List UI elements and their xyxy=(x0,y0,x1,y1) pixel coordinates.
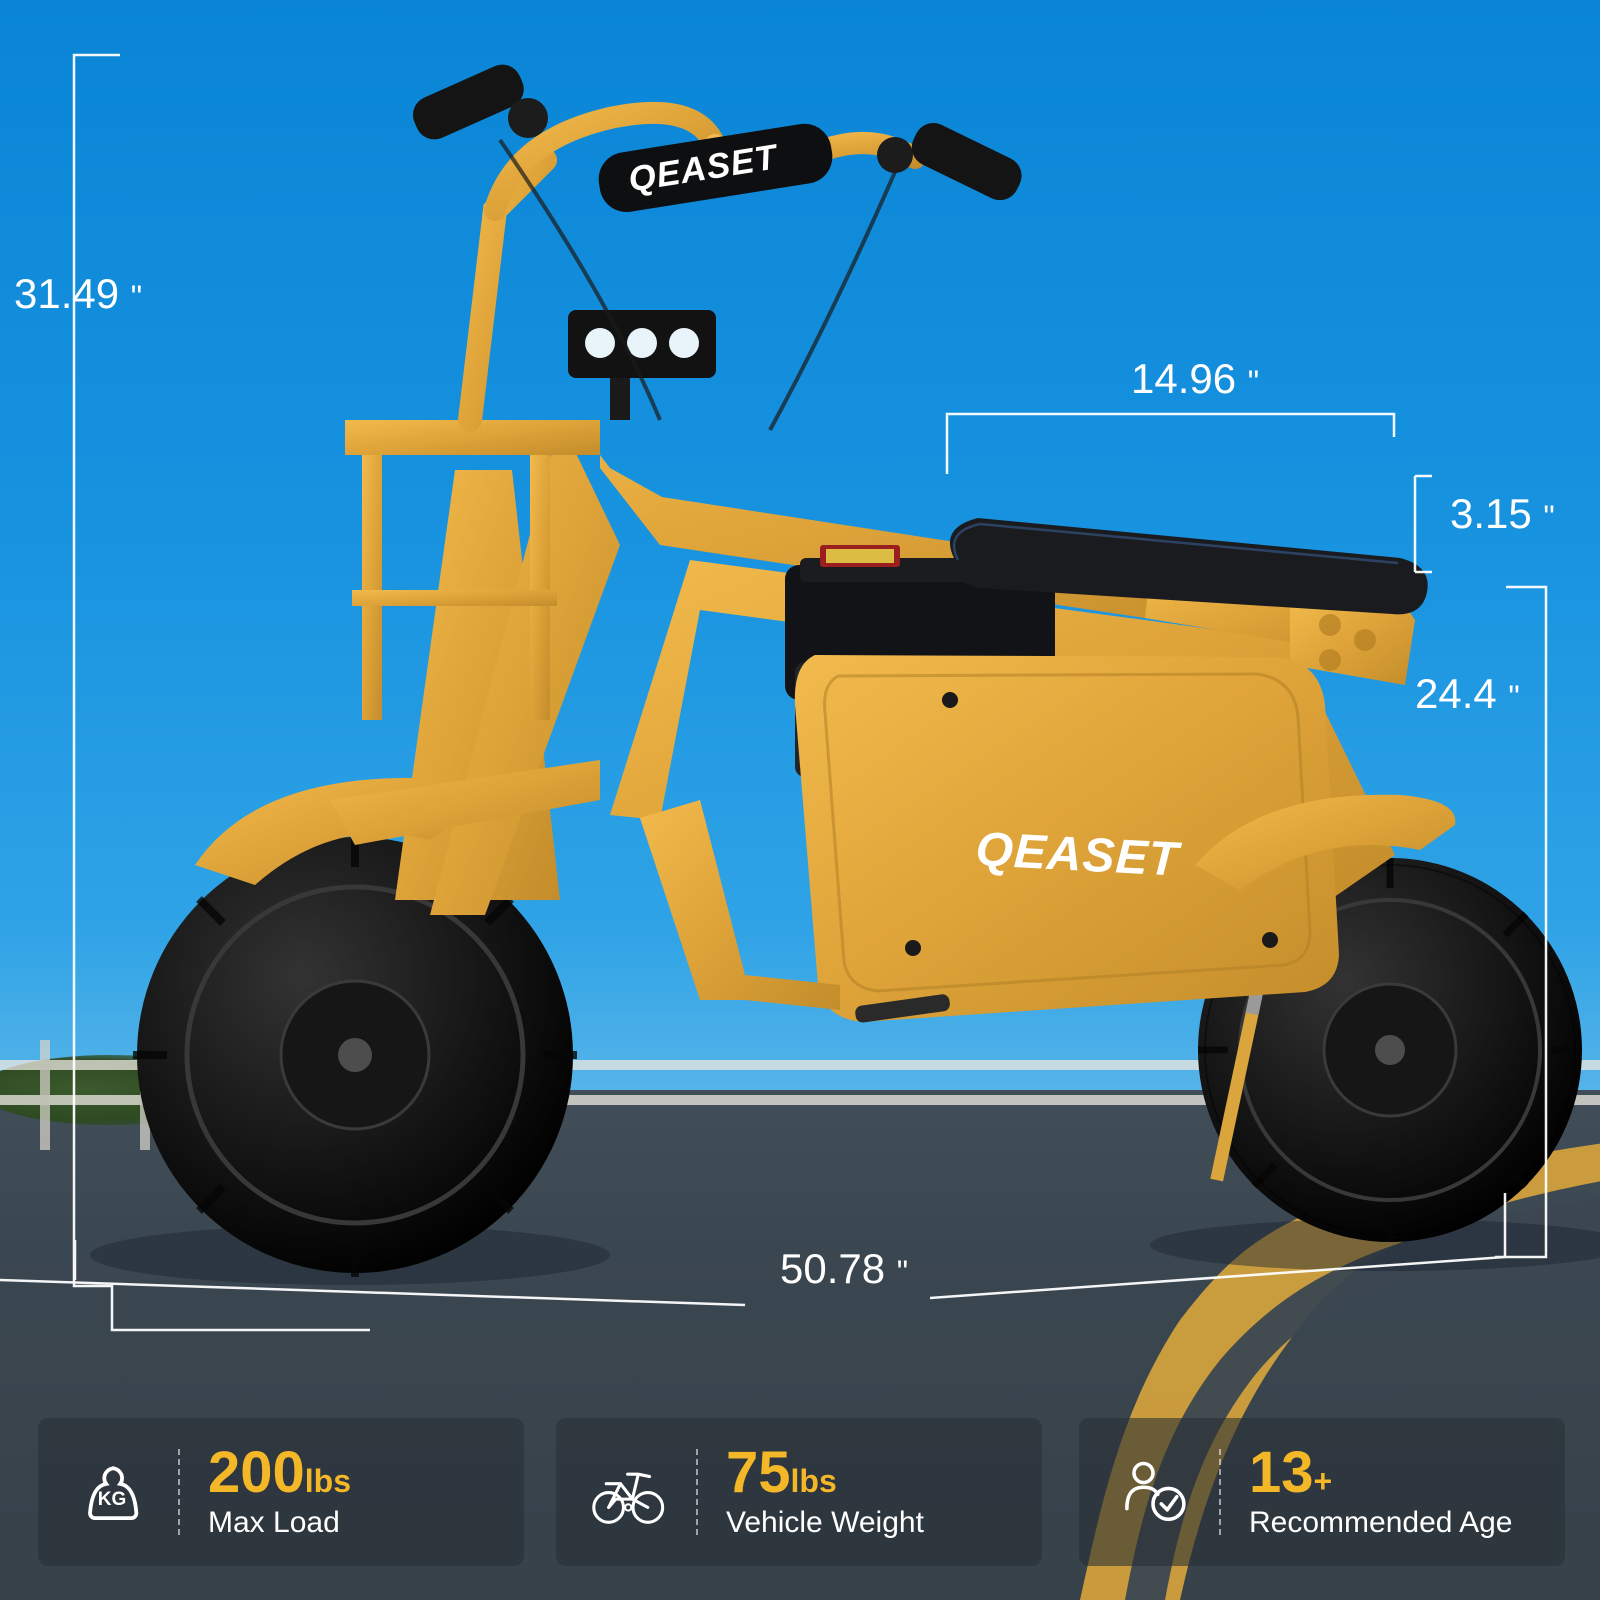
svg-text:KG: KG xyxy=(98,1489,127,1510)
